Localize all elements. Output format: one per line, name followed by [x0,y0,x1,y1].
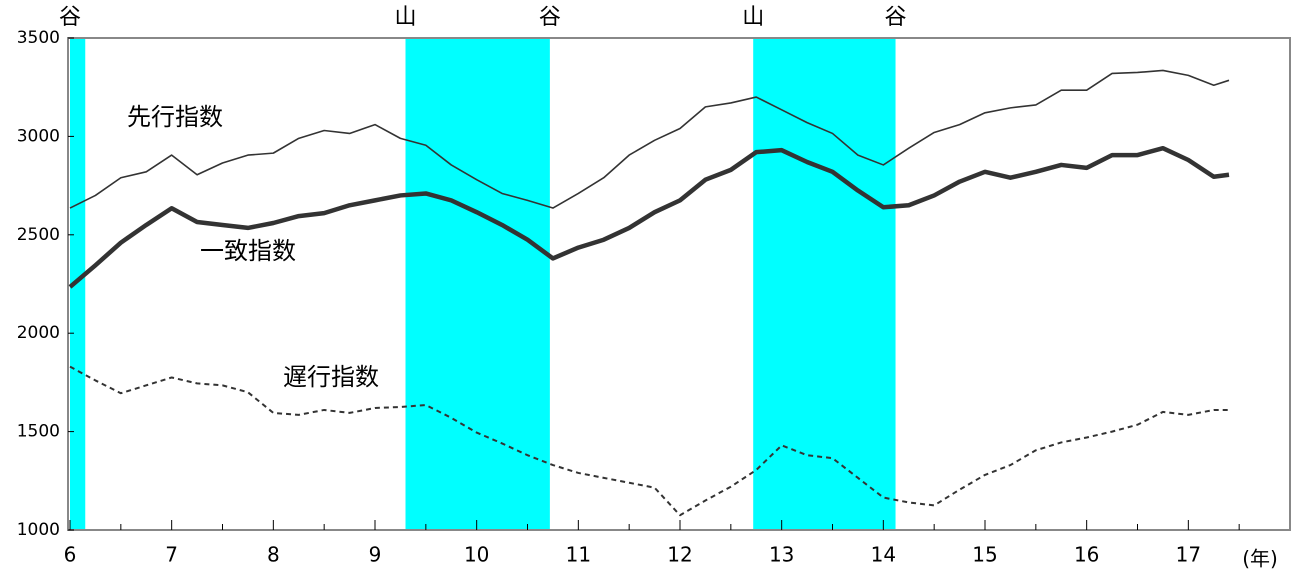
x-tick-label: 12 [667,543,692,567]
series-label: 遅行指数 [283,363,379,391]
series-line [69,69,1230,209]
x-tick-label: 7 [165,543,178,567]
turning-point-label: 谷 [59,5,81,30]
x-tick-label: 17 [1176,543,1201,567]
series-label: 先行指数 [127,103,223,131]
y-tick-label: 2500 [17,225,60,245]
plot-frame [67,37,1291,531]
x-tick-label: 14 [871,543,896,567]
series-line [69,365,1229,517]
x-tick-label: 13 [769,543,794,567]
y-tick-label: 2000 [17,323,60,343]
y-tick-label: 3500 [17,28,60,48]
x-tick-label: 16 [1074,543,1099,567]
turning-point-label: 山 [742,5,764,30]
x-tick-label: 15 [972,543,997,567]
x-tick-label: 11 [566,543,591,567]
turning-point-label: 谷 [539,5,561,30]
x-tick-label: 6 [64,543,77,567]
x-axis-label: (年) [1242,547,1278,571]
y-tick-label: 1000 [17,520,60,540]
shaded-period [405,38,550,530]
turning-point-label: 谷 [885,5,907,30]
x-tick-label: 10 [464,543,489,567]
series-label: 一致指数 [200,237,296,265]
turning-point-label: 山 [394,5,416,30]
x-tick-label: 8 [267,543,280,567]
x-tick-label: 9 [369,543,382,567]
series-line [68,145,1230,289]
shaded-period [753,38,896,530]
shaded-period [70,38,86,530]
y-tick-label: 1500 [17,422,60,442]
y-tick-label: 3000 [17,126,60,146]
